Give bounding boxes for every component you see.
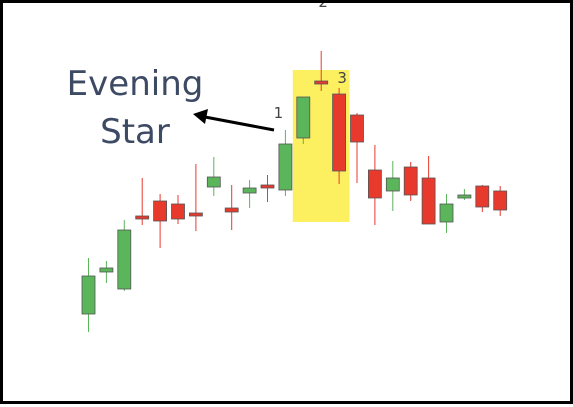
candle-body xyxy=(224,207,239,213)
candle-7 xyxy=(188,164,203,231)
candle-18 xyxy=(385,161,400,211)
candle-19 xyxy=(403,162,418,201)
candle-body xyxy=(493,190,508,211)
candle-body xyxy=(385,177,400,192)
candle-3 xyxy=(117,220,132,291)
candle-body xyxy=(314,80,329,85)
candle-body xyxy=(188,212,203,217)
candle-body xyxy=(332,93,347,172)
candle-body xyxy=(296,96,311,139)
candle-8 xyxy=(206,157,221,196)
annotation-line-2: Star xyxy=(100,112,170,152)
candle-body xyxy=(475,185,490,208)
candle-body xyxy=(260,184,275,189)
candle-9 xyxy=(224,185,239,230)
candle-body xyxy=(350,114,364,143)
arrow-head-icon xyxy=(193,109,208,124)
candle-body xyxy=(439,203,454,223)
candle-10 xyxy=(242,180,257,208)
candle-body xyxy=(153,200,168,222)
pattern-label-2: 2 xyxy=(318,3,328,11)
candle-12 xyxy=(278,130,293,196)
pattern-label-3: 3 xyxy=(337,69,347,87)
candle-14 xyxy=(314,51,329,91)
candle-11 xyxy=(260,175,275,202)
candle-17 xyxy=(367,145,382,225)
candle-body xyxy=(457,194,472,199)
candle-23 xyxy=(475,185,490,212)
candle-2 xyxy=(99,261,114,283)
candle-21 xyxy=(439,194,454,233)
candle-24 xyxy=(493,186,508,216)
candle-body xyxy=(403,166,418,196)
candle-20 xyxy=(421,156,436,225)
pattern-label-1: 1 xyxy=(274,104,284,122)
candle-body xyxy=(117,229,132,290)
candle-22 xyxy=(457,189,472,200)
candle-16 xyxy=(350,113,364,183)
candle-13 xyxy=(296,96,311,144)
candle-body xyxy=(81,275,96,315)
annotation-arrow xyxy=(204,115,275,132)
annotation-line-1: Evening xyxy=(67,64,204,104)
candle-body xyxy=(278,143,293,191)
candle-1 xyxy=(81,258,96,332)
candle-body xyxy=(367,169,382,199)
candle-4 xyxy=(135,178,150,225)
candles-group xyxy=(81,51,508,332)
candle-body xyxy=(206,176,221,188)
candle-5 xyxy=(153,194,168,248)
candle-body xyxy=(171,203,185,220)
candlestick-chart: 1 2 3 Evening Star xyxy=(67,3,508,332)
candle-body xyxy=(135,215,150,220)
candle-body xyxy=(242,187,257,194)
candle-body xyxy=(99,267,114,273)
candle-body xyxy=(421,177,436,225)
pattern-labels: 1 2 3 xyxy=(274,3,347,122)
candle-6 xyxy=(171,195,185,224)
candle-15 xyxy=(332,88,347,184)
